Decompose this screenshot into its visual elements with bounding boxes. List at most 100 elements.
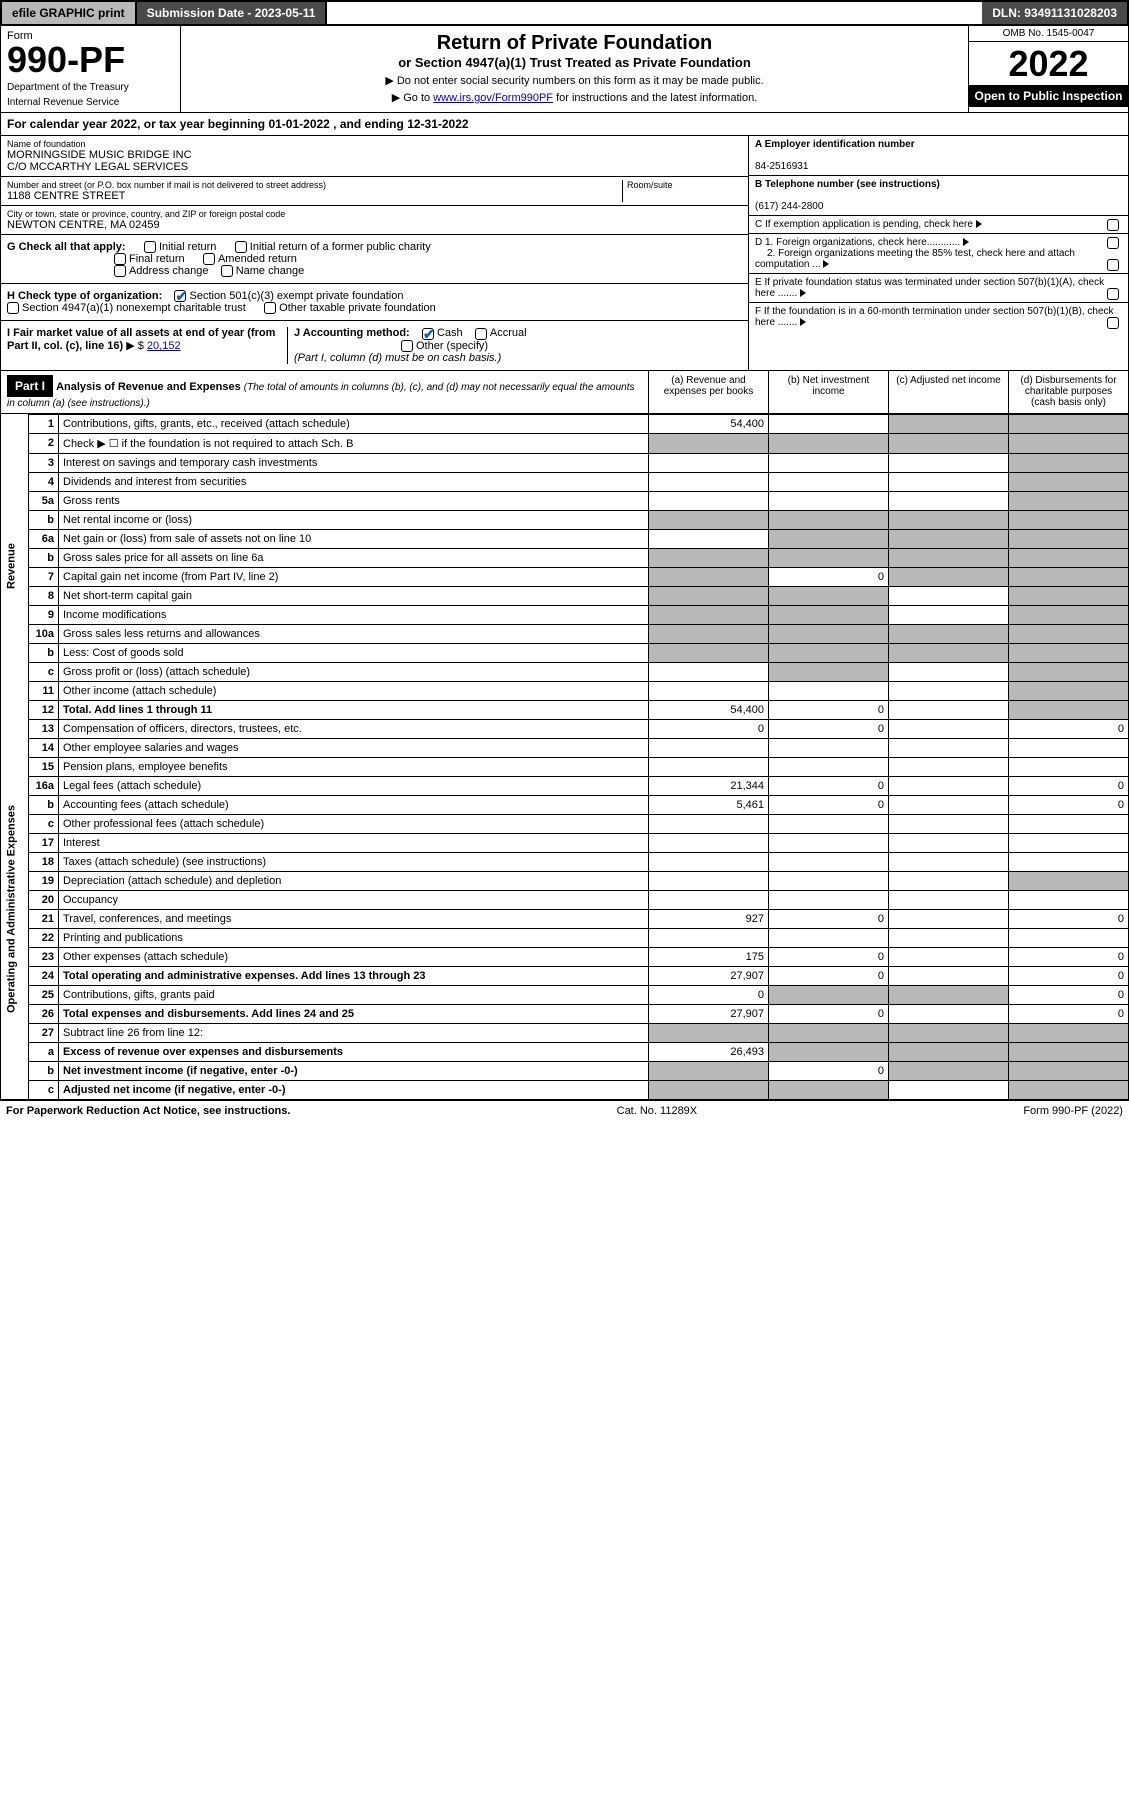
form-header: Form 990-PF Department of the Treasury I… xyxy=(0,26,1129,113)
col-c-value xyxy=(889,985,1009,1004)
opex-side-label: Operating and Administrative Expenses xyxy=(1,719,29,1099)
col-d-value: 0 xyxy=(1009,795,1129,814)
line-desc: Income modifications xyxy=(59,605,649,624)
col-d-value xyxy=(1009,433,1129,453)
line-number: 24 xyxy=(29,966,59,985)
cb-initial-return[interactable] xyxy=(144,241,156,253)
col-d-value xyxy=(1009,472,1129,491)
table-row: 2Check ▶ ☐ if the foundation is not requ… xyxy=(1,433,1129,453)
ein-cell: A Employer identification number 84-2516… xyxy=(749,136,1128,176)
col-a-value: 0 xyxy=(649,719,769,738)
col-c-value xyxy=(889,833,1009,852)
open-public-badge: Open to Public Inspection xyxy=(969,85,1128,107)
col-a-head: (a) Revenue and expenses per books xyxy=(648,371,768,413)
arrow-icon xyxy=(976,220,982,228)
table-row: 16aLegal fees (attach schedule)21,34400 xyxy=(1,776,1129,795)
line-number: 8 xyxy=(29,586,59,605)
tax-year: 2022 xyxy=(969,42,1128,85)
d2-label: 2. Foreign organizations meeting the 85%… xyxy=(755,248,1075,270)
part1-title: Analysis of Revenue and Expenses xyxy=(56,381,241,393)
line-number: a xyxy=(29,1042,59,1061)
g-opt-0: Initial return xyxy=(159,241,216,253)
footer-mid: Cat. No. 11289X xyxy=(617,1105,698,1117)
col-b-value xyxy=(769,890,889,909)
table-row: 12Total. Add lines 1 through 1154,4000 xyxy=(1,700,1129,719)
i-j-row: I Fair market value of all assets at end… xyxy=(1,321,748,369)
f-label: F If the foundation is in a 60-month ter… xyxy=(755,306,1114,328)
cb-e[interactable] xyxy=(1107,288,1119,300)
line-number: 4 xyxy=(29,472,59,491)
col-d-value xyxy=(1009,1080,1129,1099)
cb-final-return[interactable] xyxy=(114,253,126,265)
col-d-value xyxy=(1009,700,1129,719)
col-b-value xyxy=(769,453,889,472)
col-a-value xyxy=(649,433,769,453)
cb-address-change[interactable] xyxy=(114,265,126,277)
cb-cash[interactable] xyxy=(422,328,434,340)
g-opt-4: Address change xyxy=(129,265,209,277)
col-b-value: 0 xyxy=(769,700,889,719)
foundation-name-cell: Name of foundation MORNINGSIDE MUSIC BRI… xyxy=(1,136,748,177)
cb-f[interactable] xyxy=(1107,317,1119,329)
cb-c[interactable] xyxy=(1107,219,1119,231)
line-number: 7 xyxy=(29,567,59,586)
col-d-value xyxy=(1009,453,1129,472)
line-desc: Total. Add lines 1 through 11 xyxy=(59,700,649,719)
table-row: 5aGross rents xyxy=(1,491,1129,510)
irs-link[interactable]: www.irs.gov/Form990PF xyxy=(433,92,553,104)
cb-4947a1[interactable] xyxy=(7,302,19,314)
cb-name-change[interactable] xyxy=(221,265,233,277)
col-c-value xyxy=(889,852,1009,871)
form-number: 990-PF xyxy=(7,42,174,78)
col-c-head: (c) Adjusted net income xyxy=(888,371,1008,413)
form-title-block: Return of Private Foundation or Section … xyxy=(181,26,968,112)
cb-initial-former[interactable] xyxy=(235,241,247,253)
col-c-value xyxy=(889,776,1009,795)
omb-number: OMB No. 1545-0047 xyxy=(969,26,1128,42)
col-d-value xyxy=(1009,605,1129,624)
col-d-value xyxy=(1009,491,1129,510)
col-a-value xyxy=(649,472,769,491)
f-cell: F If the foundation is in a 60-month ter… xyxy=(749,303,1128,331)
line-desc: Contributions, gifts, grants paid xyxy=(59,985,649,1004)
g-opt-5: Name change xyxy=(236,265,305,277)
cb-d1[interactable] xyxy=(1107,237,1119,249)
a-val: 84-2516931 xyxy=(755,161,808,172)
cb-d2[interactable] xyxy=(1107,259,1119,271)
cb-accrual[interactable] xyxy=(475,328,487,340)
cb-amended-return[interactable] xyxy=(203,253,215,265)
addr-label: Number and street (or P.O. box number if… xyxy=(7,180,622,190)
line-desc: Gross profit or (loss) (attach schedule) xyxy=(59,662,649,681)
table-row: cOther professional fees (attach schedul… xyxy=(1,814,1129,833)
col-d-value xyxy=(1009,871,1129,890)
cb-other-taxable[interactable] xyxy=(264,302,276,314)
col-c-value xyxy=(889,605,1009,624)
col-c-value xyxy=(889,871,1009,890)
page-footer: For Paperwork Reduction Act Notice, see … xyxy=(0,1100,1129,1121)
col-b-value xyxy=(769,605,889,624)
line-desc: Gross sales less returns and allowances xyxy=(59,624,649,643)
cb-501c3[interactable] xyxy=(174,290,186,302)
g-checks: G Check all that apply: Initial return I… xyxy=(1,235,748,284)
cal-begin: 01-01-2022 xyxy=(268,117,329,131)
line-desc: Dividends and interest from securities xyxy=(59,472,649,491)
col-a-value: 54,400 xyxy=(649,700,769,719)
line-number: c xyxy=(29,814,59,833)
col-a-value xyxy=(649,510,769,529)
efile-print-button[interactable]: efile GRAPHIC print xyxy=(2,2,137,24)
line-number: 21 xyxy=(29,909,59,928)
table-row: 26Total expenses and disbursements. Add … xyxy=(1,1004,1129,1023)
table-row: bAccounting fees (attach schedule)5,4610… xyxy=(1,795,1129,814)
col-d-value xyxy=(1009,624,1129,643)
line-number: 12 xyxy=(29,700,59,719)
col-c-value xyxy=(889,700,1009,719)
i-value[interactable]: 20,152 xyxy=(147,340,181,352)
line-desc: Check ▶ ☐ if the foundation is not requi… xyxy=(59,433,649,453)
table-row: 15Pension plans, employee benefits xyxy=(1,757,1129,776)
table-row: 25Contributions, gifts, grants paid00 xyxy=(1,985,1129,1004)
e-label: E If private foundation status was termi… xyxy=(755,277,1104,299)
form-id-block: Form 990-PF Department of the Treasury I… xyxy=(1,26,181,112)
cb-other-method[interactable] xyxy=(401,340,413,352)
col-a-value xyxy=(649,624,769,643)
col-c-value xyxy=(889,433,1009,453)
